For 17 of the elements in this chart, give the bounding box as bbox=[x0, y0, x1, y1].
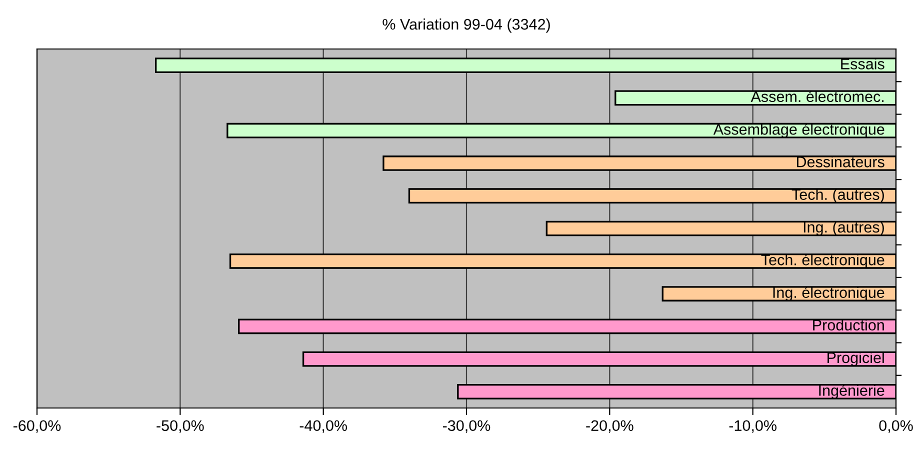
y-tick-label: Assemblage électronique bbox=[713, 123, 884, 138]
y-tick-label: Assem. électromec. bbox=[750, 90, 884, 102]
x-tick-label: -40,0% bbox=[300, 420, 347, 433]
x-tick-label: 0,0% bbox=[879, 420, 913, 433]
y-tick-label: Tech. (autres) bbox=[792, 188, 884, 203]
y-tick-label: Progiciel bbox=[828, 352, 884, 366]
y-tick-label: Ing. électronique bbox=[773, 286, 884, 301]
y-tick-label: Essais bbox=[841, 58, 884, 70]
x-tick-label: -20,0% bbox=[586, 420, 634, 433]
chart-title: % Variation 99-04 (3342) bbox=[382, 18, 550, 33]
x-tick-label: -50,0% bbox=[156, 420, 204, 433]
y-tick-label: Production bbox=[813, 319, 884, 331]
x-tick-label: -10,0% bbox=[729, 420, 776, 433]
y-tick-label: Dessinateurs bbox=[796, 156, 884, 168]
x-tick-label: -30,0% bbox=[442, 420, 490, 433]
y-tick-label: Ingénierie bbox=[819, 384, 884, 399]
x-tick-label: -60,0% bbox=[13, 420, 61, 433]
